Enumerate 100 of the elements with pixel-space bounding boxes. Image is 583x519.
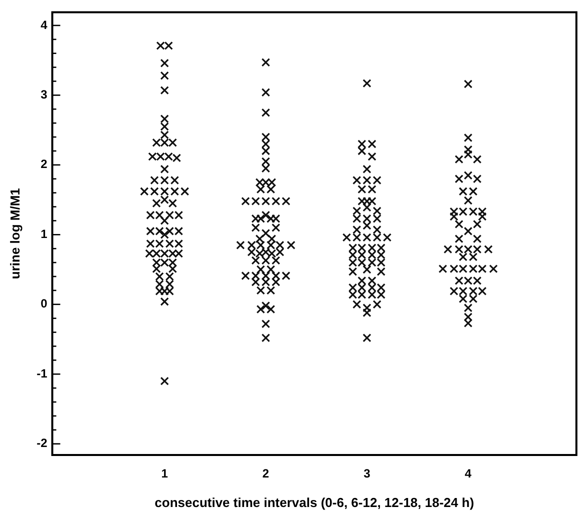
x-tick-label: 1 bbox=[161, 466, 168, 481]
point bbox=[160, 58, 169, 68]
point bbox=[368, 152, 376, 161]
point bbox=[266, 286, 276, 295]
point bbox=[458, 207, 468, 216]
point bbox=[160, 86, 169, 95]
point bbox=[464, 80, 472, 88]
point bbox=[484, 244, 493, 254]
point bbox=[160, 376, 169, 386]
point bbox=[168, 138, 178, 147]
point bbox=[450, 264, 458, 274]
point bbox=[256, 265, 266, 274]
point bbox=[155, 210, 164, 220]
y-axis-title: urine log M/M1 bbox=[7, 188, 22, 280]
x-tick-label: 3 bbox=[364, 466, 371, 481]
point bbox=[444, 244, 452, 254]
point bbox=[458, 252, 468, 262]
point bbox=[458, 187, 468, 196]
point bbox=[261, 301, 270, 310]
point bbox=[368, 140, 376, 148]
point bbox=[454, 174, 464, 184]
point bbox=[464, 276, 472, 286]
point bbox=[152, 198, 161, 208]
point bbox=[472, 276, 482, 286]
point bbox=[150, 176, 159, 185]
point bbox=[362, 233, 372, 242]
point bbox=[261, 210, 270, 220]
point bbox=[458, 264, 468, 274]
point bbox=[468, 252, 478, 262]
point bbox=[174, 226, 184, 236]
point bbox=[170, 176, 180, 185]
point bbox=[170, 187, 180, 196]
point bbox=[372, 300, 382, 309]
point bbox=[172, 154, 182, 162]
point bbox=[272, 196, 280, 206]
point bbox=[261, 196, 270, 206]
point bbox=[454, 155, 464, 164]
y-tick-label: 1 bbox=[40, 226, 48, 241]
point bbox=[272, 256, 280, 265]
point bbox=[362, 265, 372, 274]
point bbox=[150, 187, 159, 196]
y-tick-label: -1 bbox=[36, 366, 48, 380]
point bbox=[464, 171, 472, 180]
point bbox=[256, 214, 266, 223]
point bbox=[362, 176, 372, 185]
point bbox=[146, 226, 155, 236]
point bbox=[464, 244, 472, 254]
point bbox=[261, 178, 270, 187]
point bbox=[236, 240, 245, 250]
point bbox=[468, 264, 478, 274]
point bbox=[472, 155, 482, 164]
point bbox=[160, 71, 169, 80]
point bbox=[382, 233, 392, 242]
x-tick-label: 2 bbox=[262, 466, 270, 481]
y-tick-label: 3 bbox=[40, 87, 48, 102]
point bbox=[472, 220, 482, 229]
point bbox=[464, 226, 472, 236]
point bbox=[368, 184, 376, 194]
point bbox=[160, 176, 169, 185]
point bbox=[164, 41, 173, 50]
point bbox=[358, 184, 366, 194]
point bbox=[155, 226, 164, 236]
point bbox=[140, 187, 149, 196]
point bbox=[362, 164, 372, 174]
point bbox=[368, 196, 376, 206]
point bbox=[165, 226, 174, 236]
point bbox=[156, 152, 165, 161]
point bbox=[468, 207, 478, 216]
point bbox=[362, 334, 372, 342]
point bbox=[256, 286, 266, 295]
y-tick-label: 2 bbox=[40, 157, 48, 172]
point bbox=[266, 265, 276, 274]
point bbox=[261, 320, 270, 328]
point bbox=[168, 198, 178, 208]
point bbox=[180, 187, 190, 196]
point bbox=[472, 174, 482, 184]
point bbox=[454, 276, 464, 286]
point bbox=[261, 334, 270, 342]
y-tick-label: 0 bbox=[40, 296, 48, 311]
point bbox=[152, 138, 161, 147]
point bbox=[478, 264, 487, 274]
point bbox=[148, 152, 157, 161]
point bbox=[352, 176, 362, 185]
point bbox=[261, 58, 270, 67]
x-axis-title: consecutive time intervals (0-6, 6-12, 12-18, 18-24 h) bbox=[154, 494, 474, 510]
point bbox=[165, 210, 174, 220]
point bbox=[464, 133, 472, 142]
point bbox=[352, 300, 362, 309]
point bbox=[478, 286, 487, 296]
point bbox=[286, 240, 296, 250]
point bbox=[256, 304, 266, 314]
point bbox=[266, 304, 276, 314]
point bbox=[266, 214, 276, 223]
point bbox=[164, 152, 173, 161]
point bbox=[450, 286, 458, 296]
x-tick-label: 4 bbox=[464, 466, 472, 481]
y-tick-label: -2 bbox=[36, 436, 48, 450]
point bbox=[160, 230, 169, 239]
point bbox=[156, 41, 165, 50]
point bbox=[160, 164, 169, 174]
